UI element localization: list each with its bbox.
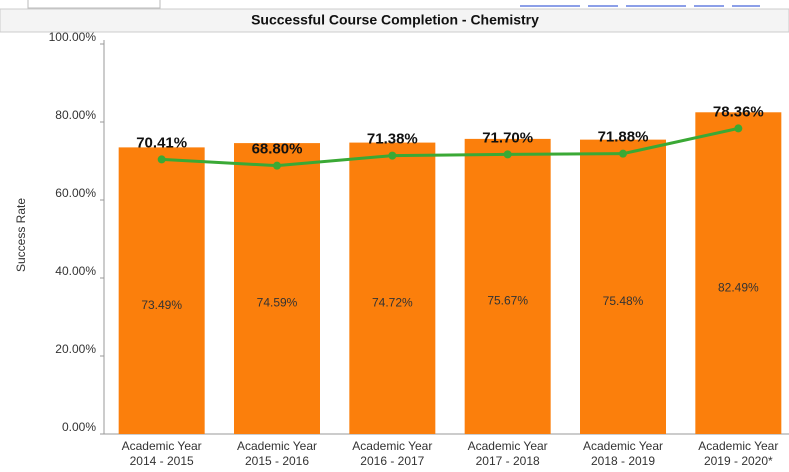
y-tick-label: 60.00% [55, 186, 96, 200]
line-value-label: 78.36% [713, 103, 764, 120]
bar [118, 147, 205, 434]
y-tick-label: 0.00% [62, 420, 96, 434]
bar [349, 142, 436, 435]
x-tick-label: Academic Year 2016 - 2017 [352, 439, 433, 468]
x-tick-label: Academic Year 2014 - 2015 [121, 439, 202, 468]
bar-value-label: 73.49% [141, 298, 182, 312]
bar [580, 139, 666, 435]
title-bar [0, 8, 789, 33]
line [161, 126, 739, 168]
line-value-label: 71.88% [598, 129, 649, 146]
bar-value-label: 74.59% [257, 296, 298, 310]
bar-value-label: 82.49% [718, 280, 759, 294]
bar-value-label: 75.48% [603, 294, 644, 308]
y-tick-label: 100.00% [49, 30, 97, 44]
y-axis-title: Success Rate [14, 198, 28, 272]
bar [464, 138, 551, 434]
bar [695, 112, 782, 434]
line-point [503, 150, 512, 159]
line-point [388, 151, 397, 160]
line-point [157, 155, 166, 164]
y-tick-label: 20.00% [55, 342, 96, 356]
chart-title: Successful Course Completion - Chemistry [251, 12, 539, 28]
line-point [273, 161, 281, 170]
line-value-label: 71.38% [367, 131, 418, 148]
line-point [619, 149, 627, 158]
x-tick-label: Academic Year 2019 - 2020* [698, 439, 779, 468]
x-tick-label: Academic Year 2015 - 2016 [236, 439, 318, 468]
line-value-label: 70.41% [136, 134, 187, 151]
bar-value-label: 75.67% [487, 294, 528, 308]
bar-value-label: 74.72% [372, 295, 413, 309]
bar [234, 143, 320, 434]
x-tick-label: Academic Year 2017 - 2018 [467, 439, 548, 468]
line-point [734, 124, 743, 133]
y-tick-label: 80.00% [55, 108, 96, 122]
line-value-label: 68.80% [252, 141, 303, 158]
line-value-label: 71.70% [482, 129, 533, 146]
x-tick-label: Academic Year 2018 - 2019 [582, 439, 664, 468]
input-box [27, 0, 161, 9]
y-tick-label: 40.00% [55, 264, 96, 278]
